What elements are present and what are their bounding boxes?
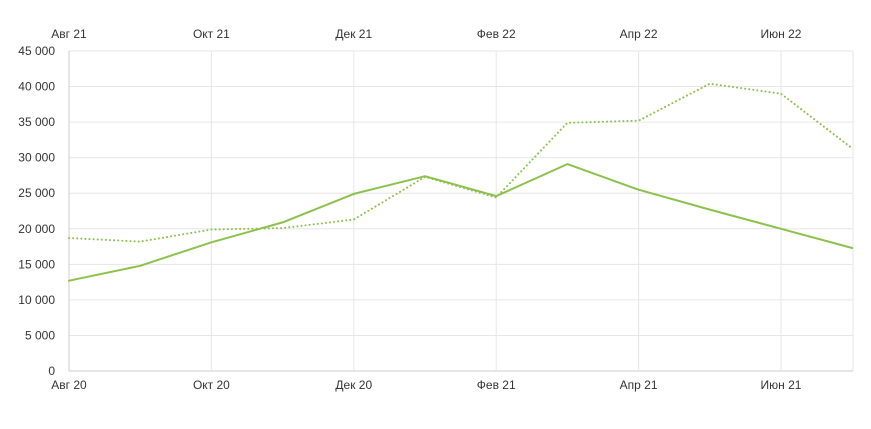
x-tick-label-bottom: Апр 21 (620, 378, 658, 392)
y-tick-label: 45 000 (18, 44, 55, 58)
x-tick-label-bottom: Авг 20 (51, 378, 87, 392)
x-tick-label-bottom: Дек 20 (335, 378, 372, 392)
series-line-solid (69, 164, 852, 281)
x-tick-label-top: Июн 22 (761, 27, 802, 41)
x-tick-label-top: Окт 21 (193, 27, 230, 41)
y-tick-label: 30 000 (18, 151, 55, 165)
y-tick-label: 40 000 (18, 80, 55, 94)
y-tick-label: 25 000 (18, 186, 55, 200)
y-tick-label: 5 000 (25, 328, 55, 342)
y-axis: 0 5 000 10 000 15 000 20 000 25 000 30 000 35 0… (18, 44, 55, 378)
y-tick-label: 0 (48, 364, 55, 378)
x-axis-bottom: Авг 20 Окт 20 Дек 20 Фев 21 Апр 21 Июн 21 (51, 378, 802, 392)
series (69, 84, 852, 281)
series-line-dotted (69, 84, 852, 242)
x-tick-label-bottom: Июн 21 (761, 378, 802, 392)
y-tick-label: 20 000 (18, 222, 55, 236)
x-tick-label-bottom: Фев 21 (477, 378, 516, 392)
y-tick-label: 15 000 (18, 257, 55, 271)
x-tick-label-top: Дек 21 (335, 27, 372, 41)
x-tick-label-top: Фев 22 (477, 27, 516, 41)
x-axis-top: Авг 21 Окт 21 Дек 21 Фев 22 Апр 22 Июн 22 (51, 27, 802, 41)
x-tick-label-top: Апр 22 (620, 27, 658, 41)
y-tick-label: 35 000 (18, 115, 55, 129)
x-tick-label-top: Авг 21 (51, 27, 87, 41)
y-tick-label: 10 000 (18, 293, 55, 307)
grid (69, 51, 853, 371)
x-tick-label-bottom: Окт 20 (193, 378, 230, 392)
